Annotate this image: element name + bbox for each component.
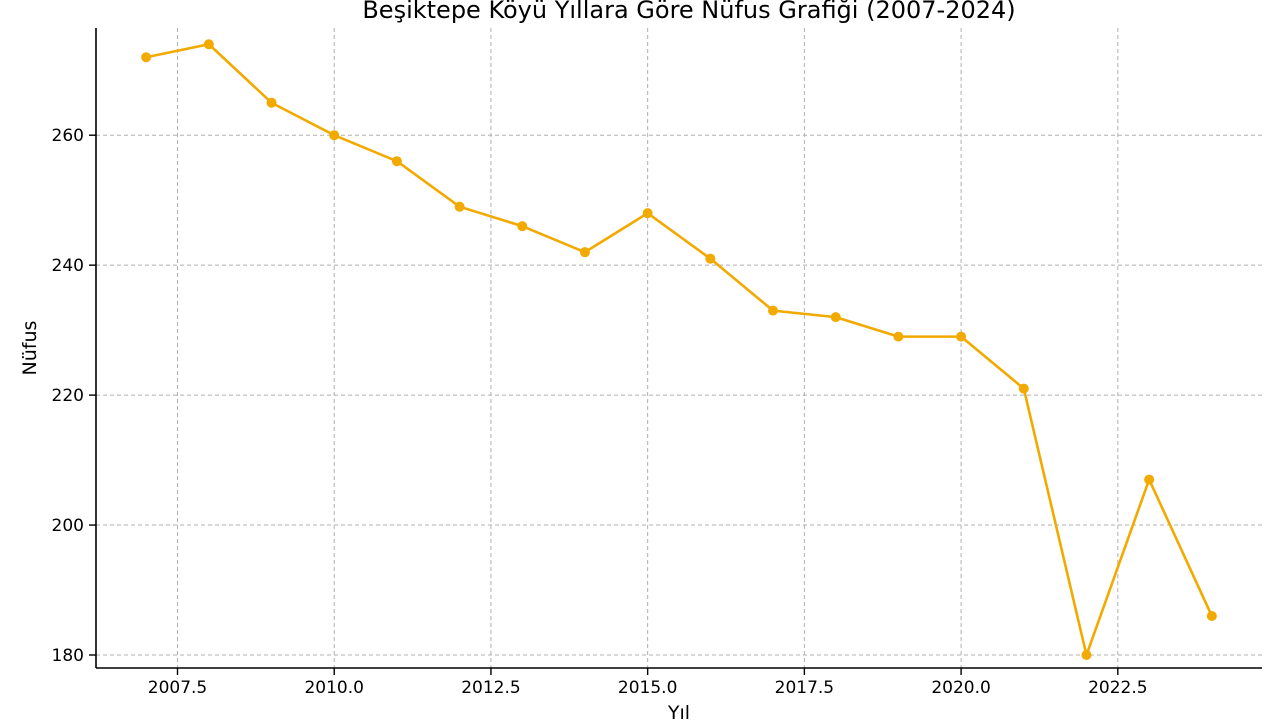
series-layer (141, 39, 1217, 661)
data-point (956, 331, 967, 342)
data-point (579, 247, 590, 258)
ticks-layer: 2007.5 2010.0 2012.5 2015.0 2017.5 2020.0 2022… (52, 126, 1148, 698)
x-tick-label: 2017.5 (775, 678, 834, 698)
data-point (642, 208, 653, 219)
x-tick-label: 2010.0 (304, 678, 363, 698)
data-point (1018, 383, 1029, 394)
data-point (893, 331, 904, 342)
y-tick-label: 200 (52, 516, 84, 536)
y-tick-label: 240 (52, 256, 84, 276)
data-point (705, 253, 716, 264)
grid-layer (96, 28, 1262, 668)
series-line (145, 42, 1214, 657)
data-point (1144, 474, 1155, 485)
x-tick-label: 2007.5 (148, 678, 207, 698)
data-point (830, 312, 841, 323)
y-tick-label: 220 (52, 386, 84, 406)
data-point (141, 52, 152, 63)
y-axis-label: Nüfus (19, 321, 41, 376)
axes-layer (95, 28, 1262, 669)
chart-title: Beşiktepe Köyü Yıllara Göre Nüfus Grafiğ… (362, 0, 1015, 24)
data-point (203, 39, 214, 50)
data-point (517, 221, 528, 232)
data-point (329, 130, 340, 141)
x-axis-label: Yıl (667, 702, 690, 720)
y-tick-label: 260 (52, 126, 84, 146)
y-tick-label: 180 (52, 646, 84, 666)
data-point (768, 305, 779, 316)
x-tick-label: 2015.0 (618, 678, 677, 698)
x-tick-label: 2012.5 (461, 678, 520, 698)
data-point (454, 201, 465, 212)
x-tick-label: 2020.0 (931, 678, 990, 698)
data-point (266, 97, 277, 108)
x-tick-label: 2022.5 (1088, 678, 1147, 698)
data-point (1206, 611, 1217, 622)
data-point (391, 156, 402, 167)
data-point (1081, 650, 1092, 661)
